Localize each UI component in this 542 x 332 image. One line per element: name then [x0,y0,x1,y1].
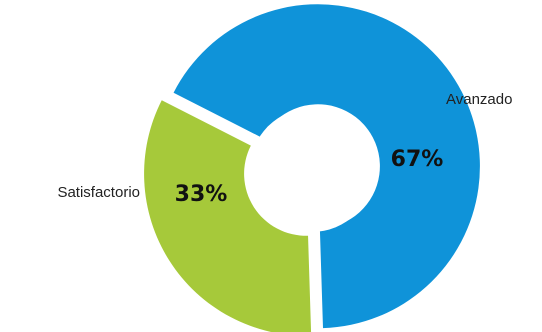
category-label-avanzado: Avanzado [446,91,512,108]
value-label-satisfactorio: 33% [175,182,228,207]
category-label-satisfactorio: Satisfactorio [57,184,140,201]
slice-avanzado [173,4,480,329]
value-label-avanzado: 67% [391,147,444,172]
slice-satisfactorio [144,100,312,332]
donut-hole [250,108,374,232]
